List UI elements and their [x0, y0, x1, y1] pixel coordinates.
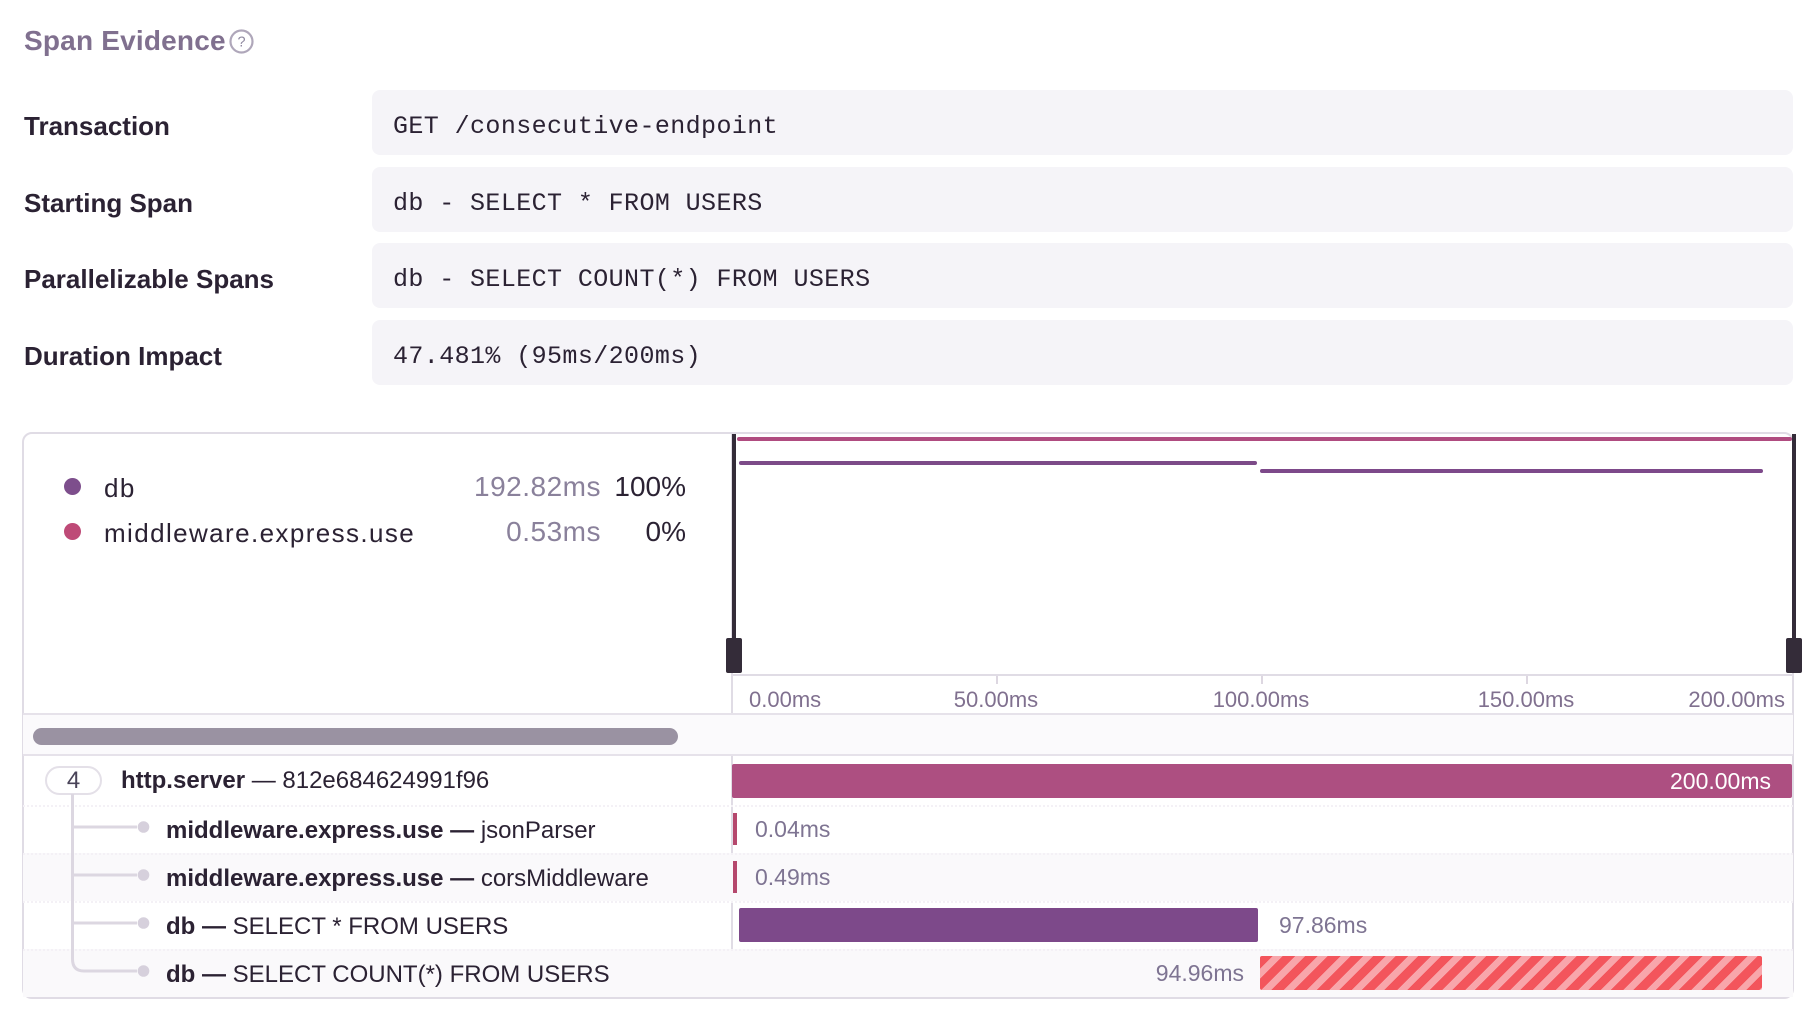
svg-text:?: ? — [237, 35, 245, 51]
